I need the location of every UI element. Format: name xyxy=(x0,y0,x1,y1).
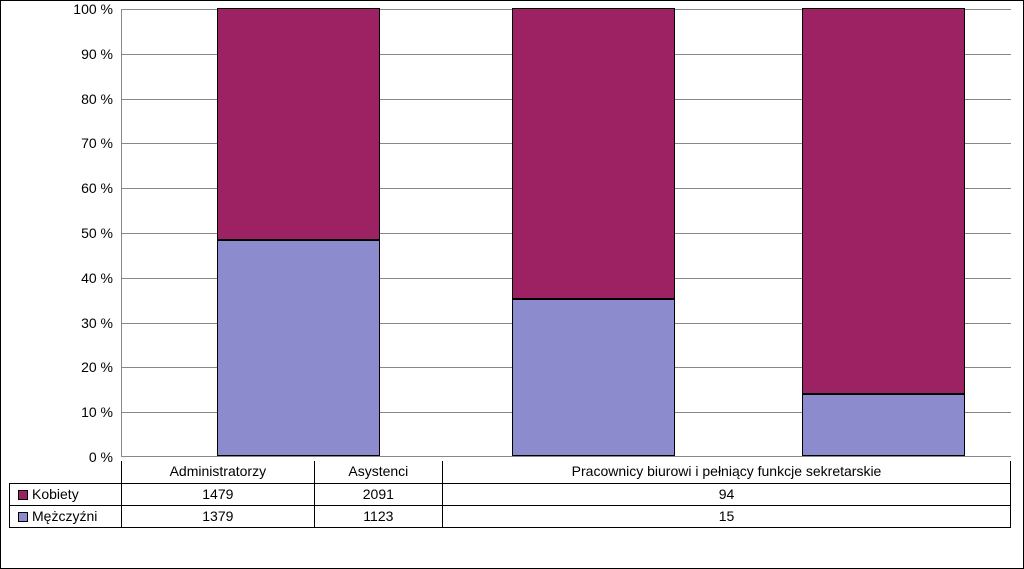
table-row-header: Mężczyźni xyxy=(10,505,122,527)
table-row: Mężczyźni 1379112315 xyxy=(10,505,1011,527)
bar-group xyxy=(217,8,380,456)
table-column-header: Pracownicy biurowi i pełniący funkcje se… xyxy=(443,461,1011,483)
ytick-label: 50 % xyxy=(53,225,113,241)
bar-segment xyxy=(217,8,380,240)
legend-swatch xyxy=(18,512,28,522)
table-column-header: Administratorzy xyxy=(122,461,315,483)
table-row-header: Kobiety xyxy=(10,483,122,505)
bar-group xyxy=(802,8,965,456)
legend-label: Mężczyźni xyxy=(32,508,97,524)
table-cell: 94 xyxy=(443,483,1011,505)
legend-label: Kobiety xyxy=(32,486,79,502)
ytick-label: 10 % xyxy=(53,404,113,420)
bar-segment xyxy=(802,394,965,456)
table-cell: 1123 xyxy=(314,505,442,527)
ytick-label: 90 % xyxy=(53,46,113,62)
ytick-label: 20 % xyxy=(53,359,113,375)
ytick-label: 100 % xyxy=(53,1,113,17)
ytick-label: 70 % xyxy=(53,135,113,151)
legend-swatch xyxy=(18,490,28,500)
table-cell: 1379 xyxy=(122,505,315,527)
plot-area xyxy=(121,9,1011,457)
bar-group xyxy=(512,8,675,456)
data-table: AdministratorzyAsystenciPracownicy biuro… xyxy=(9,461,1011,528)
bar-segment xyxy=(802,8,965,394)
table-column-header: Asystenci xyxy=(314,461,442,483)
ytick-label: 30 % xyxy=(53,315,113,331)
ytick-label: 0 % xyxy=(53,449,113,465)
table-row: Kobiety 1479209194 xyxy=(10,483,1011,505)
chart-container: AdministratorzyAsystenciPracownicy biuro… xyxy=(0,0,1024,569)
bar-segment xyxy=(217,240,380,456)
bar-segment xyxy=(512,299,675,456)
ytick-label: 40 % xyxy=(53,270,113,286)
table-header-row: AdministratorzyAsystenciPracownicy biuro… xyxy=(10,461,1011,483)
ytick-label: 60 % xyxy=(53,180,113,196)
bar-segment xyxy=(512,8,675,299)
ytick-label: 80 % xyxy=(53,91,113,107)
table-cell: 2091 xyxy=(314,483,442,505)
table-cell: 15 xyxy=(443,505,1011,527)
table-cell: 1479 xyxy=(122,483,315,505)
